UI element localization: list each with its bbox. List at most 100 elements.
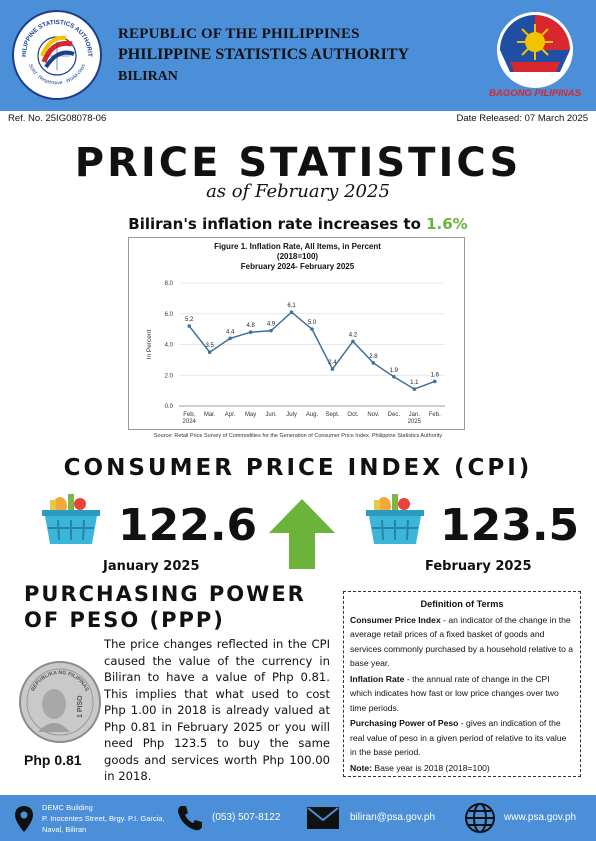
chart-point (269, 328, 273, 333)
headline-text: Biliran's inflation rate increases to (128, 215, 427, 233)
chart-data-label: 1.1 (410, 380, 419, 386)
chart-point (289, 310, 294, 315)
term-cpi-def: - an indicator of the change in the aver… (350, 614, 574, 669)
term-inflation-rate: Inflation Rate - the annual rate of chan… (350, 672, 574, 716)
chart-y-tick: 2.0 (165, 373, 174, 379)
chart-x-tick: Aug. (306, 412, 319, 418)
cpi-january-label: January 2025 (103, 559, 200, 574)
term-ppp-def: - gives an indication of the real value … (350, 718, 567, 757)
footer-email[interactable]: biliran@psa.gov.ph (350, 812, 436, 823)
chart-y-label: In Percent (146, 329, 153, 359)
chart-x-tick: May (245, 412, 256, 418)
address-line-1: DEMC Building (42, 803, 93, 812)
chart-data-label: 6.1 (287, 303, 296, 309)
republic-heading: REPUBLIC OF THE PHILIPPINES (118, 26, 360, 42)
chart-data-label: 3.5 (206, 343, 215, 349)
page-title: PRICE STATISTICS (74, 140, 522, 186)
chart-plot: 0.0 2.0 4.0 6.0 8.0 In Percent 5.2 3.5 4.4 4.8 4.9… (146, 281, 445, 425)
chart-x-tick: Dec. (388, 412, 401, 418)
cpi-february-value: 123.5 (440, 500, 580, 551)
ppp-body: The price changes reflected in the CPI c… (104, 637, 330, 783)
location-pin-icon (14, 805, 34, 838)
term-note: Note: Base year is 2018 (2018=100) (350, 761, 574, 776)
cpi-january-value: 122.6 (118, 500, 258, 551)
chart-x-tick: Oct. (347, 412, 358, 418)
chart-data-label: 2.4 (328, 360, 337, 366)
reference-number: Ref. No. 25IG08078-06 (8, 113, 107, 124)
chart-data-label: 1.6 (431, 372, 440, 378)
chart-subtitle-2: February 2024- February 2025 (240, 262, 355, 271)
chart-point (207, 350, 212, 354)
cpi-title: CONSUMER PRICE INDEX (CPI) (63, 455, 533, 481)
chart-x-tick: Jan. 2025 (408, 412, 422, 425)
term-note-label: Note: (350, 762, 372, 773)
chart-data-label: 4.8 (246, 323, 255, 329)
chart-point (412, 387, 417, 391)
bagong-pilipinas-logo: BAGONG PILIPINAS (484, 10, 586, 104)
term-cpi-label: Consumer Price Index (350, 614, 441, 625)
ppp-title: PURCHASING POWER OF PESO (PPP) (24, 581, 306, 633)
term-ir-def: - the annual rate of change in the CPI w… (350, 673, 559, 713)
chart-data-label: 2.8 (369, 354, 378, 360)
chart-source: Source: Retail Price Survey of Commoditi… (153, 433, 443, 439)
chart-point (330, 367, 335, 371)
peso-coin-icon: REPUBLIKA NG PILIPINAS 1 PISO (18, 660, 102, 744)
footer: DEMC Building P. Inocentes Street, Brgy.… (0, 795, 596, 841)
chart-data-label: 1.9 (390, 368, 399, 374)
cpi-february-label: February 2025 (425, 559, 532, 574)
chart-x-tick: July (286, 412, 297, 418)
header-banner: PHILIPPINE STATISTICS AUTHORITY Solid · … (0, 0, 596, 111)
address-line-2: P. Inocentes Street, Brgy. P.I. Garcia, (42, 814, 165, 823)
date-released: Date Released: 07 March 2025 (456, 113, 589, 124)
chart-x-tick: Nov. (367, 412, 379, 418)
term-ppp: Purchasing Power of Peso - gives an indi… (350, 716, 574, 760)
page-subtitle: as of February 2025 (206, 181, 390, 202)
ppp-title-line1: PURCHASING POWER (24, 582, 306, 606)
chart-point (310, 327, 314, 331)
chart-point (392, 374, 396, 379)
footer-phone: (053) 507-8122 (212, 812, 281, 823)
chart-x-tick: Feb. 2024 (183, 412, 197, 425)
chart-point (432, 379, 437, 384)
chart-title: Figure 1. Inflation Rate, All Items, in … (214, 242, 381, 251)
chart-y-tick: 6.0 (165, 312, 174, 318)
phone-icon (176, 804, 204, 837)
chart-data-label: 5.0 (308, 320, 317, 326)
chart-data-label: 4.2 (349, 332, 358, 338)
definition-of-terms: Definition of Terms Consumer Price Index… (343, 591, 581, 777)
chart-x-tick: Apr. (225, 412, 236, 418)
headline-value: 1.6% (426, 215, 468, 233)
term-cpi: Consumer Price Index - an indicator of t… (350, 613, 574, 671)
ppp-title-line2: OF PESO (PPP) (24, 608, 225, 632)
basket-icon (38, 490, 104, 548)
chart-point (351, 339, 355, 344)
chart-y-tick: 0.0 (165, 404, 174, 410)
chart-x-tick: Sept. (325, 412, 339, 418)
address-line-3: Naval, Biliran (42, 825, 87, 834)
chart-point (248, 330, 253, 334)
footer-website[interactable]: www.psa.gov.ph (504, 812, 577, 823)
term-note-def: Base year is 2018 (2018=100) (371, 762, 490, 773)
inflation-headline: Biliran's inflation rate increases to 1.… (0, 215, 596, 233)
chart-y-tick: 8.0 (165, 281, 174, 287)
chart-point (228, 336, 232, 341)
province-heading: BILIRAN (118, 69, 178, 84)
chart-subtitle-1: (2018=100) (276, 252, 319, 261)
footer-address: DEMC Building P. Inocentes Street, Brgy.… (42, 802, 165, 835)
chart-y-tick: 4.0 (165, 343, 174, 349)
chart-x-tick: Feb. (429, 412, 441, 418)
inflation-chart: Figure 1. Inflation Rate, All Items, in … (128, 237, 465, 430)
chart-x-tick: Mar. (204, 412, 216, 418)
arrow-up-icon (267, 497, 337, 571)
chart-x-tick: Jun. (265, 412, 277, 418)
chart-data-label: 4.4 (226, 329, 235, 335)
coin-denomination: 1 PISO (77, 695, 84, 718)
chart-point (187, 324, 192, 328)
ppp-value: Php 0.81 (24, 752, 82, 768)
chart-point (371, 361, 376, 365)
psa-logo: PHILIPPINE STATISTICS AUTHORITY Solid · … (12, 7, 102, 100)
basket-icon (362, 490, 428, 548)
bagong-pilipinas-text: BAGONG PILIPINAS (489, 88, 582, 99)
term-ir-label: Inflation Rate (350, 673, 405, 684)
terms-heading: Definition of Terms (420, 599, 504, 609)
